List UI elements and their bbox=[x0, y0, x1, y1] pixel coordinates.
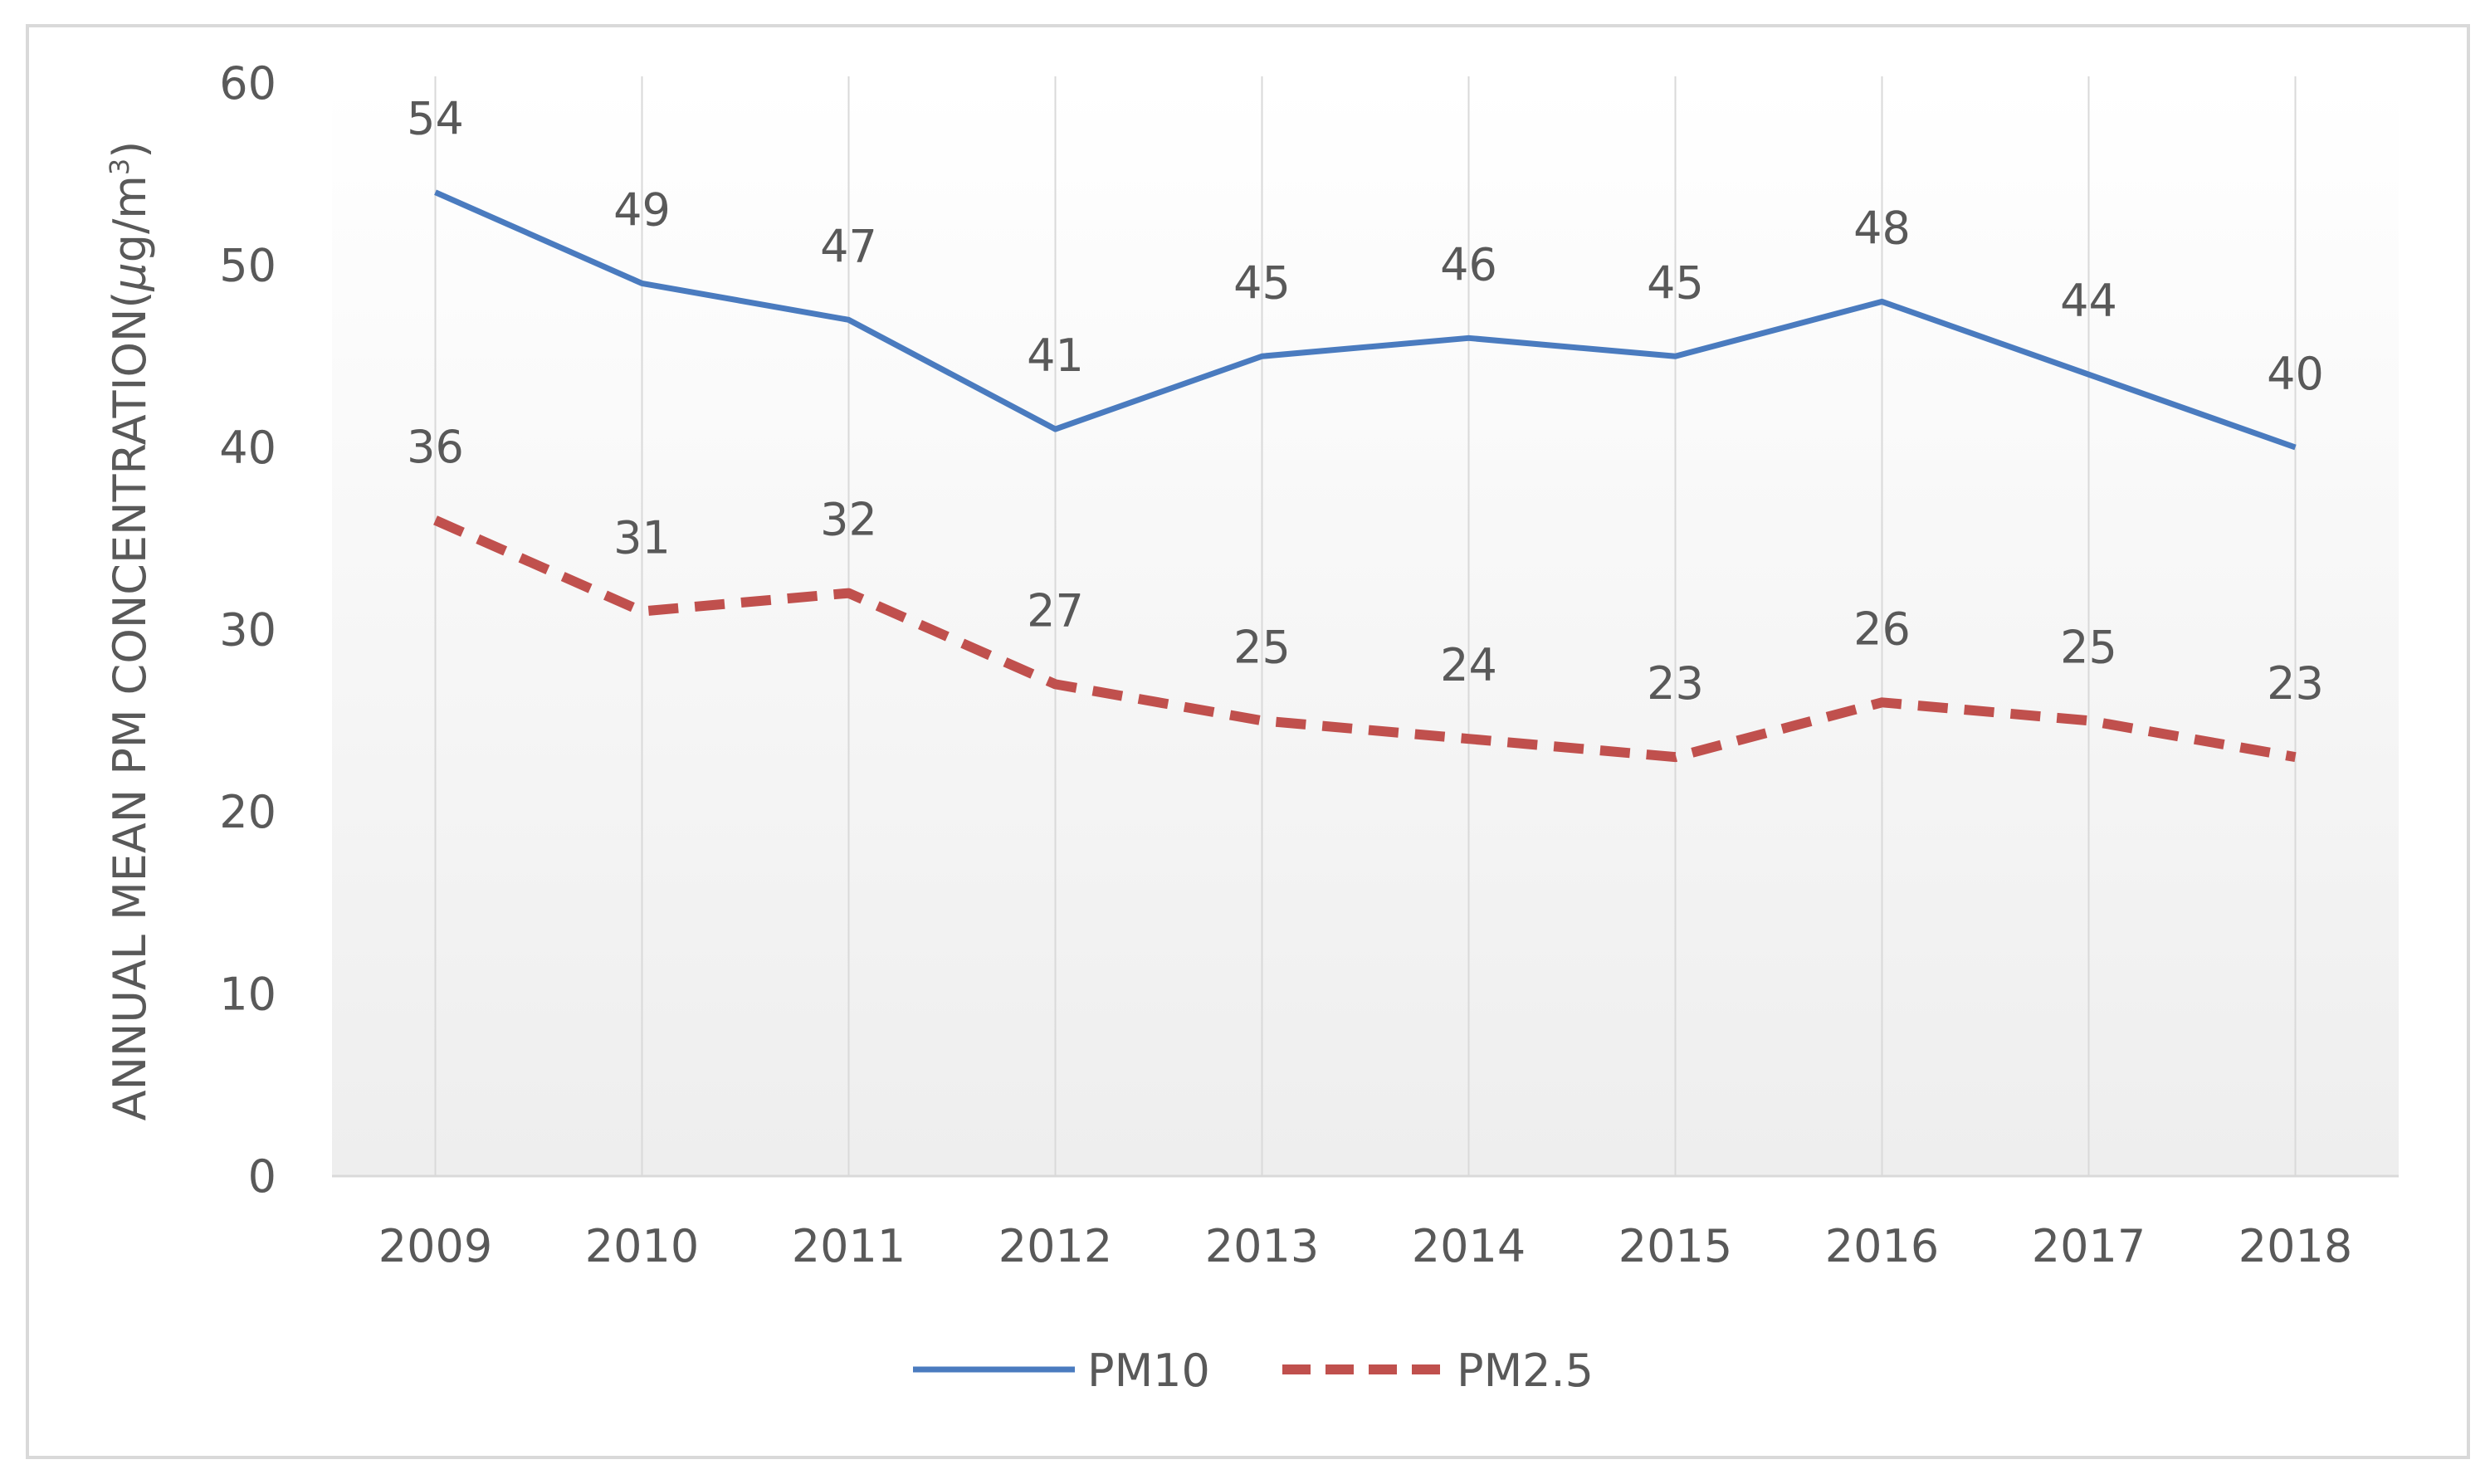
legend: PM10 PM2.5 bbox=[913, 1345, 1594, 1397]
data-label-pm10: 47 bbox=[820, 220, 877, 272]
x-tick-label: 2017 bbox=[2032, 1220, 2146, 1272]
y-tick-label: 0 bbox=[248, 1150, 276, 1203]
data-label-pm25: 23 bbox=[1647, 657, 1704, 710]
y-axis-title-close: ) bbox=[104, 141, 156, 159]
data-label-pm10: 45 bbox=[1233, 256, 1291, 309]
series bbox=[433, 189, 2297, 763]
data-label-pm10: 40 bbox=[2267, 348, 2324, 400]
y-tick-label: 30 bbox=[219, 604, 276, 657]
y-axis-title-mu: µ bbox=[104, 262, 156, 291]
data-label-pm10: 46 bbox=[1440, 238, 1497, 290]
data-label-pm10: 41 bbox=[1027, 330, 1084, 382]
data-label-pm10: 48 bbox=[1853, 202, 1911, 254]
x-tick-label: 2013 bbox=[1205, 1220, 1319, 1272]
x-tick-label: 2010 bbox=[585, 1220, 699, 1272]
data-label-pm25: 25 bbox=[2060, 621, 2117, 673]
axes: 0 10 20 30 40 50 60 2009 2010 2011 2012 2013 2014 201… bbox=[219, 57, 2399, 1272]
data-label-pm25: 31 bbox=[613, 512, 671, 564]
x-tick-label: 2014 bbox=[1412, 1220, 1526, 1272]
data-label-pm10: 49 bbox=[613, 183, 671, 236]
data-label-pm25: 32 bbox=[820, 494, 877, 546]
x-tick-label: 2016 bbox=[1825, 1220, 1939, 1272]
y-tick-label: 10 bbox=[219, 969, 276, 1021]
legend-label-pm10: PM10 bbox=[1087, 1345, 1210, 1397]
y-axis-title-unit: g/m bbox=[104, 175, 156, 262]
data-label-pm25: 27 bbox=[1027, 584, 1084, 637]
series-line-pm25 bbox=[433, 515, 2297, 763]
y-axis-title-main: ANNUAL MEAN PM CONCENTRATION( bbox=[104, 291, 156, 1121]
y-tick-label: 40 bbox=[219, 422, 276, 474]
x-tick-label: 2012 bbox=[998, 1220, 1112, 1272]
data-labels: 54 49 47 41 45 46 45 48 44 40 36 31 32 27 25 24 23 26 25 23 bbox=[407, 93, 2324, 710]
y-tick-label: 50 bbox=[219, 240, 276, 292]
y-tick-label: 60 bbox=[219, 57, 276, 110]
series-line-pm10 bbox=[434, 189, 2297, 451]
data-label-pm10: 45 bbox=[1647, 256, 1704, 309]
x-tick-label: 2011 bbox=[792, 1220, 906, 1272]
y-axis-title: ANNUAL MEAN PM CONCENTRATION(µg/m3) bbox=[104, 141, 156, 1121]
y-tick-label: 20 bbox=[219, 786, 276, 838]
x-tick-label: 2015 bbox=[1618, 1220, 1732, 1272]
x-tick-label: 2018 bbox=[2238, 1220, 2352, 1272]
plot-area bbox=[332, 83, 2399, 1176]
data-label-pm10: 54 bbox=[407, 93, 464, 145]
x-tick-label: 2009 bbox=[378, 1220, 492, 1272]
y-axis-title-sup: 3 bbox=[104, 159, 135, 175]
legend-label-pm25: PM2.5 bbox=[1457, 1345, 1594, 1397]
data-label-pm25: 25 bbox=[1233, 621, 1291, 673]
data-label-pm25: 26 bbox=[1853, 603, 1911, 655]
data-label-pm25: 36 bbox=[407, 421, 464, 473]
data-label-pm10: 44 bbox=[2060, 275, 2117, 327]
data-label-pm25: 23 bbox=[2267, 657, 2324, 710]
data-label-pm25: 24 bbox=[1440, 639, 1497, 691]
gridlines bbox=[434, 76, 2297, 1176]
